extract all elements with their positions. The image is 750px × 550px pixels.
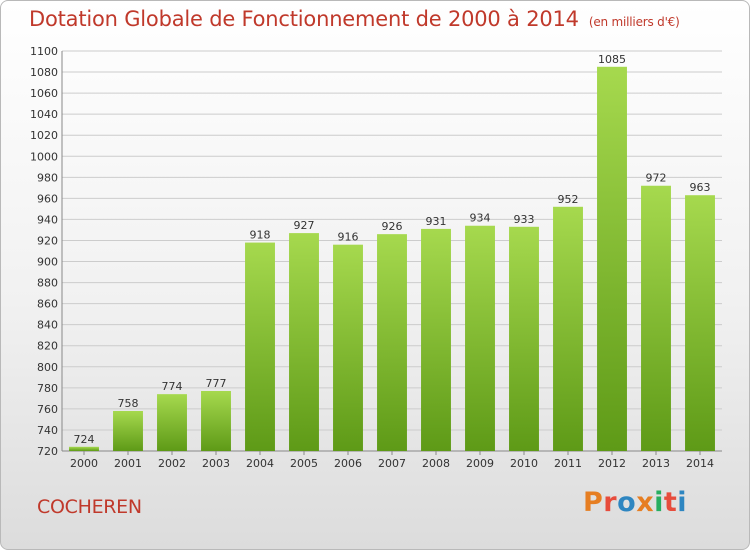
y-tick-label: 820 xyxy=(37,340,58,353)
logo-letter: i xyxy=(677,487,688,518)
data-label: 927 xyxy=(294,219,315,232)
x-tick-label: 2007 xyxy=(378,457,406,470)
chart-title-text: Dotation Globale de Fonctionnement de 20… xyxy=(29,7,579,31)
data-label: 933 xyxy=(514,213,535,226)
y-tick-label: 780 xyxy=(37,382,58,395)
logo-letter: r xyxy=(603,487,618,518)
x-tick-label: 2002 xyxy=(158,457,186,470)
y-tick-label: 980 xyxy=(37,171,58,184)
x-tick-label: 2004 xyxy=(246,457,274,470)
proxiti-logo: Proxiti xyxy=(583,487,687,518)
x-tick-label: 2005 xyxy=(290,457,318,470)
bar xyxy=(597,66,627,451)
logo-letter: t xyxy=(663,487,678,518)
x-tick-label: 2000 xyxy=(70,457,98,470)
y-tick-label: 1080 xyxy=(30,66,58,79)
y-tick-label: 1100 xyxy=(30,45,58,58)
data-label: 918 xyxy=(250,229,271,242)
logo-letter: o xyxy=(617,487,637,518)
bar xyxy=(553,206,583,451)
data-label: 777 xyxy=(206,377,227,390)
data-label: 1085 xyxy=(598,53,626,66)
bar xyxy=(421,228,451,451)
commune-name: COCHEREN xyxy=(37,496,142,518)
bar xyxy=(509,226,539,451)
data-label: 931 xyxy=(426,215,447,228)
y-tick-label: 1000 xyxy=(30,150,58,163)
bar xyxy=(377,234,407,451)
x-tick-label: 2009 xyxy=(466,457,494,470)
y-tick-label: 1040 xyxy=(30,108,58,121)
y-tick-label: 720 xyxy=(37,445,58,458)
bar xyxy=(289,233,319,451)
chart-title: Dotation Globale de Fonctionnement de 20… xyxy=(29,7,680,31)
bar xyxy=(157,394,187,451)
bar xyxy=(113,411,143,451)
logo-letter: P xyxy=(583,487,604,518)
y-tick-label: 960 xyxy=(37,192,58,205)
x-tick-label: 2001 xyxy=(114,457,142,470)
logo-letter: i xyxy=(654,487,664,518)
x-tick-label: 2012 xyxy=(598,457,626,470)
bar xyxy=(201,391,231,451)
bar xyxy=(69,446,99,451)
y-tick-label: 900 xyxy=(37,256,58,269)
x-tick-label: 2006 xyxy=(334,457,362,470)
y-tick-label: 920 xyxy=(37,234,58,247)
y-tick-label: 880 xyxy=(37,277,58,290)
y-tick-label: 740 xyxy=(37,424,58,437)
bar xyxy=(465,225,495,451)
data-label: 774 xyxy=(162,380,183,393)
logo-letter: x xyxy=(636,487,655,518)
x-tick-label: 2011 xyxy=(554,457,582,470)
x-tick-label: 2014 xyxy=(686,457,714,470)
bar xyxy=(333,244,363,451)
y-tick-label: 860 xyxy=(37,298,58,311)
y-tick-label: 1060 xyxy=(30,87,58,100)
y-tick-label: 800 xyxy=(37,361,58,374)
x-tick-label: 2010 xyxy=(510,457,538,470)
y-tick-label: 940 xyxy=(37,213,58,226)
data-label: 916 xyxy=(338,231,359,244)
x-tick-label: 2008 xyxy=(422,457,450,470)
y-tick-label: 840 xyxy=(37,319,58,332)
data-label: 963 xyxy=(690,181,711,194)
y-tick-label: 1020 xyxy=(30,129,58,142)
data-label: 758 xyxy=(118,397,139,410)
y-tick-label: 760 xyxy=(37,403,58,416)
chart-subtitle: (en milliers d'€) xyxy=(588,15,680,29)
data-label: 972 xyxy=(646,172,667,185)
bar xyxy=(685,195,715,451)
x-tick-label: 2003 xyxy=(202,457,230,470)
data-label: 934 xyxy=(470,212,491,225)
x-tick-label: 2013 xyxy=(642,457,670,470)
bar xyxy=(245,242,275,451)
data-label: 926 xyxy=(382,220,403,233)
bar xyxy=(641,185,671,451)
data-label: 724 xyxy=(74,433,95,446)
data-label: 952 xyxy=(558,193,579,206)
